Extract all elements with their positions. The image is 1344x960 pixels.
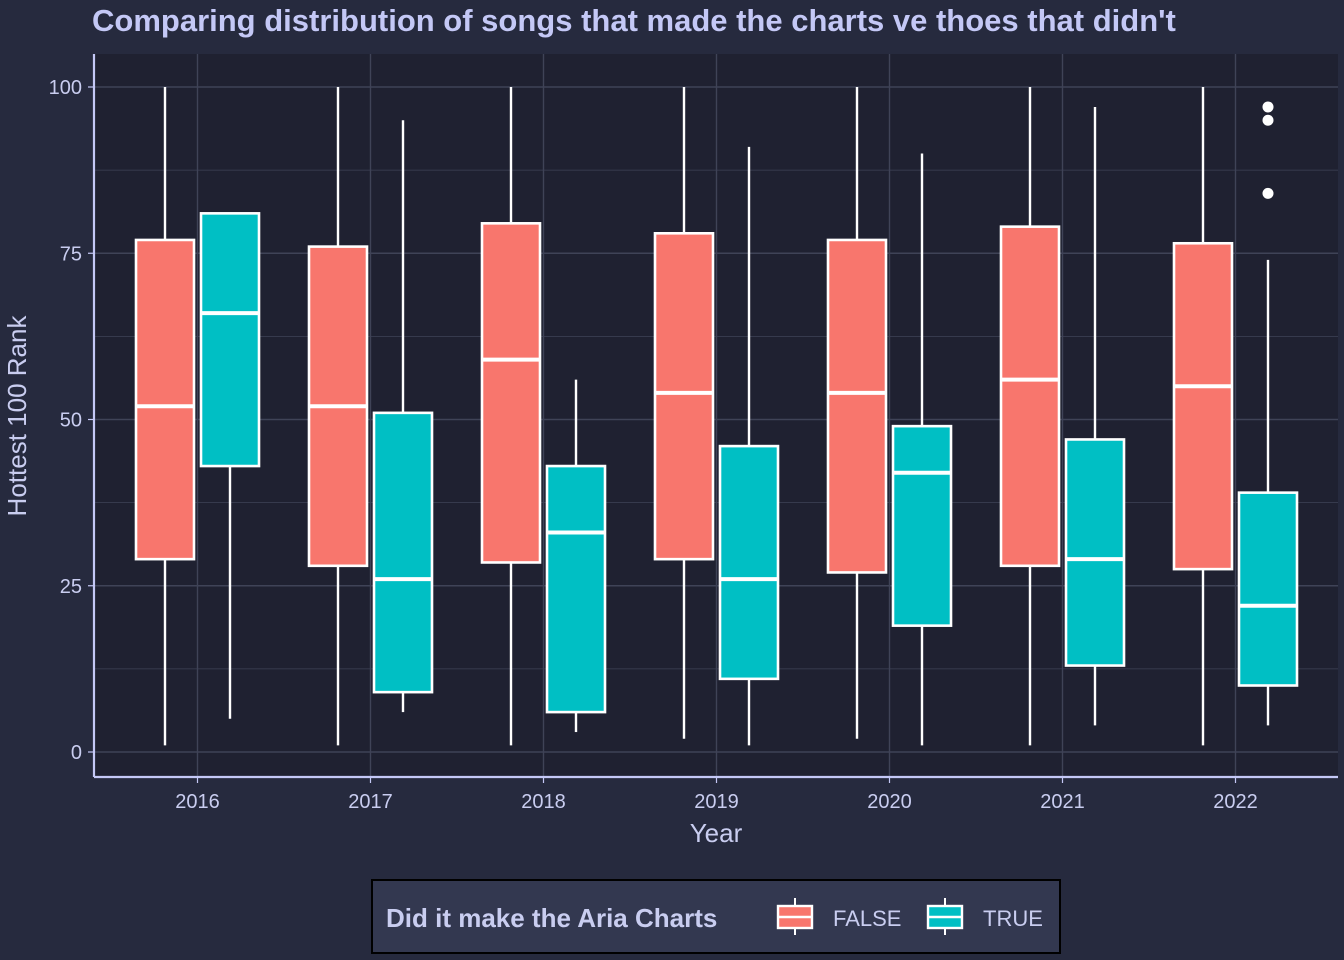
axes: 0 25 50 75 100 2016 2017 2018 2019 2020 2021 2022 bbox=[49, 54, 1338, 813]
box-true-2018 bbox=[545, 379, 607, 733]
legend-keys bbox=[776, 898, 964, 935]
box-true-2019 bbox=[718, 146, 780, 746]
outlier-point bbox=[1262, 187, 1274, 199]
y-tick-label: 50 bbox=[60, 410, 82, 432]
iqr-box bbox=[1172, 241, 1234, 571]
legend-label-false: FALSE bbox=[833, 906, 901, 931]
grid-lines bbox=[94, 54, 1338, 777]
legend: Did it make the Aria Charts FALSE TRUE bbox=[371, 879, 1061, 954]
iqr-box bbox=[718, 444, 780, 681]
legend-label-true: TRUE bbox=[983, 906, 1043, 931]
outlier-point bbox=[1262, 101, 1274, 113]
box-false-2020 bbox=[826, 87, 888, 739]
box-true-2021 bbox=[1064, 106, 1126, 726]
box-true-2016 bbox=[199, 212, 261, 719]
iqr-box bbox=[545, 464, 607, 714]
x-tick-label: 2019 bbox=[694, 791, 739, 813]
box-false-2017 bbox=[307, 87, 369, 746]
x-axis-title: Year bbox=[690, 818, 743, 848]
iqr-box bbox=[999, 225, 1061, 568]
x-tick-label: 2022 bbox=[1213, 791, 1258, 813]
x-tick-label: 2017 bbox=[348, 791, 393, 813]
x-tick-label: 2021 bbox=[1040, 791, 1085, 813]
iqr-box bbox=[653, 232, 715, 561]
box-false-2021 bbox=[999, 87, 1061, 746]
iqr-box bbox=[826, 238, 888, 574]
outlier-point bbox=[1262, 114, 1274, 126]
x-tick-label: 2018 bbox=[521, 791, 566, 813]
boxes-layer bbox=[134, 87, 1299, 746]
chart-title: Comparing distribution of songs that mad… bbox=[92, 3, 1176, 38]
box-true-2022 bbox=[1237, 101, 1299, 726]
box-false-2018 bbox=[480, 87, 542, 746]
legend-key-true bbox=[926, 898, 964, 935]
iqr-box bbox=[199, 212, 261, 468]
y-tick-label: 75 bbox=[60, 243, 82, 265]
iqr-box bbox=[480, 222, 542, 564]
iqr-box bbox=[1064, 438, 1126, 667]
y-tick-label: 100 bbox=[49, 77, 82, 99]
x-tick-label: 2016 bbox=[175, 791, 220, 813]
iqr-box bbox=[372, 411, 434, 694]
box-false-2019 bbox=[653, 87, 715, 739]
iqr-box bbox=[134, 238, 196, 561]
y-tick-label: 0 bbox=[71, 742, 82, 764]
iqr-box bbox=[891, 424, 953, 627]
box-false-2022 bbox=[1172, 87, 1234, 746]
y-tick-label: 25 bbox=[60, 576, 82, 598]
y-axis-title: Hottest 100 Rank bbox=[2, 315, 32, 517]
x-tick-label: 2020 bbox=[867, 791, 912, 813]
legend-title: Did it make the Aria Charts bbox=[386, 903, 717, 933]
box-true-2020 bbox=[891, 153, 953, 746]
iqr-box bbox=[1237, 491, 1299, 687]
box-true-2017 bbox=[372, 120, 434, 713]
legend-key-false bbox=[776, 898, 814, 935]
box-false-2016 bbox=[134, 87, 196, 746]
